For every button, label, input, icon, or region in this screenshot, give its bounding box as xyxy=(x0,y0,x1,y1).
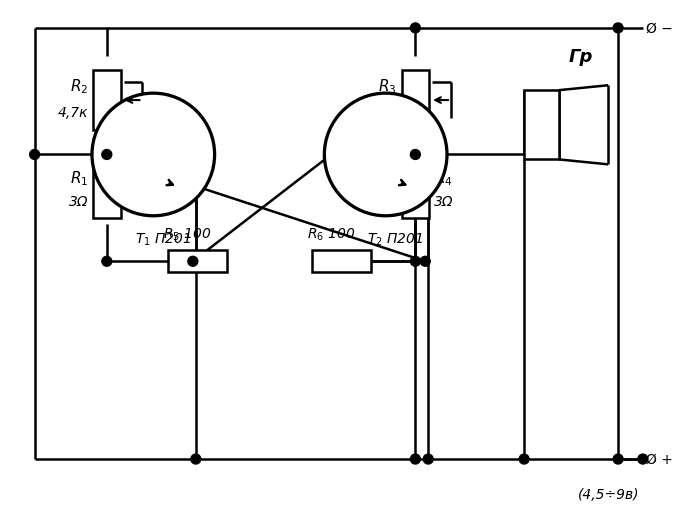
Circle shape xyxy=(613,454,623,464)
Bar xyxy=(402,71,429,130)
Circle shape xyxy=(102,257,112,267)
Bar xyxy=(402,161,429,218)
Text: $T_1$ П201: $T_1$ П201 xyxy=(135,231,191,247)
Text: (4,5÷9в): (4,5÷9в) xyxy=(577,487,639,501)
Text: $R_1$: $R_1$ xyxy=(70,169,88,187)
Circle shape xyxy=(519,454,529,464)
Bar xyxy=(312,251,371,273)
Circle shape xyxy=(92,94,214,216)
Text: Ø −: Ø − xyxy=(646,22,673,36)
Circle shape xyxy=(102,150,112,160)
Text: $R_6$ 100: $R_6$ 100 xyxy=(307,226,355,242)
Text: $T_2$ П201: $T_2$ П201 xyxy=(368,231,424,247)
Text: Гр: Гр xyxy=(569,48,593,66)
Circle shape xyxy=(638,454,648,464)
Bar xyxy=(93,71,120,130)
Text: $R_5$ 100: $R_5$ 100 xyxy=(163,226,212,242)
Text: $R_2$: $R_2$ xyxy=(70,77,88,95)
Circle shape xyxy=(324,94,447,216)
Circle shape xyxy=(420,257,430,267)
Circle shape xyxy=(30,150,40,160)
Text: 3Ω: 3Ω xyxy=(68,194,88,209)
Text: 4,7к: 4,7к xyxy=(57,106,88,120)
Circle shape xyxy=(410,24,420,34)
Text: Ø +: Ø + xyxy=(646,452,673,466)
Circle shape xyxy=(410,454,420,464)
Text: 3Ω: 3Ω xyxy=(434,194,454,209)
Text: $R_3$: $R_3$ xyxy=(378,77,397,95)
Bar xyxy=(93,161,120,218)
Circle shape xyxy=(410,150,420,160)
Circle shape xyxy=(423,454,433,464)
Bar xyxy=(168,251,227,273)
Circle shape xyxy=(613,24,623,34)
Circle shape xyxy=(410,257,420,267)
Circle shape xyxy=(191,454,201,464)
Bar xyxy=(524,91,559,160)
Text: $R_4$: $R_4$ xyxy=(434,169,453,187)
Text: 4,7к: 4,7к xyxy=(366,106,397,120)
Circle shape xyxy=(188,257,198,267)
